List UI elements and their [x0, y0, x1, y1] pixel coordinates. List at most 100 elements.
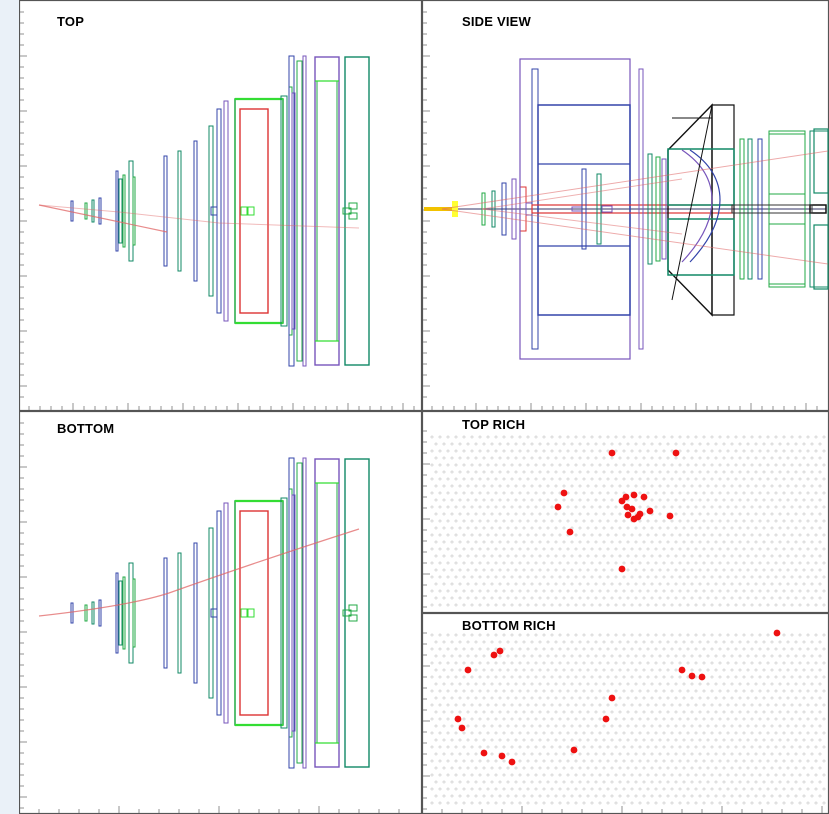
pmt-cell — [734, 633, 738, 637]
pmt-cell — [546, 484, 550, 488]
pmt-cell — [442, 526, 446, 530]
pmt-cell — [478, 647, 482, 651]
pmt-cell — [766, 463, 770, 467]
pmt-cell — [694, 661, 698, 665]
pmt-cell — [746, 596, 750, 600]
pmt-cell — [506, 442, 510, 446]
pmt-cell — [442, 554, 446, 558]
pmt-cell — [474, 696, 478, 700]
pmt-cell — [706, 780, 710, 784]
pmt-cell — [762, 582, 766, 586]
pmt-cell — [462, 745, 466, 749]
pmt-cell — [494, 731, 498, 735]
pmt-cell — [550, 661, 554, 665]
pmt-cell — [526, 477, 530, 481]
pmt-cell — [566, 717, 570, 721]
pmt-cell — [706, 582, 710, 586]
pmt-cell — [474, 682, 478, 686]
pmt-cell — [658, 498, 662, 502]
pmt-cell — [622, 661, 626, 665]
pmt-cell — [502, 575, 506, 579]
pmt-cell — [602, 484, 606, 488]
pmt-cell — [446, 449, 450, 453]
pmt-cell — [770, 794, 774, 798]
pmt-cell — [570, 654, 574, 658]
pmt-cell — [582, 731, 586, 735]
pmt-cell — [750, 575, 754, 579]
pmt-cell — [546, 526, 550, 530]
pmt-cell — [430, 787, 434, 791]
pmt-cell — [722, 568, 726, 572]
pmt-cell — [774, 449, 778, 453]
pmt-cell — [754, 682, 758, 686]
pmt-cell — [686, 435, 690, 439]
pmt-cell — [486, 689, 490, 693]
pmt-cell — [738, 456, 742, 460]
pmt-cell — [542, 561, 546, 565]
pmt-cell — [786, 794, 790, 798]
pmt-cell — [770, 696, 774, 700]
pmt-cell — [578, 484, 582, 488]
pmt-cell — [458, 498, 462, 502]
pmt-cell — [450, 596, 454, 600]
pmt-cell — [486, 661, 490, 665]
pmt-cell — [766, 477, 770, 481]
pmt-cell — [526, 745, 530, 749]
pmt-cell — [662, 505, 666, 509]
pmt-cell — [650, 582, 654, 586]
pmt-cell — [706, 724, 710, 728]
pmt-cell — [686, 647, 690, 651]
pmt-cell — [498, 526, 502, 530]
pmt-cell — [710, 449, 714, 453]
pmt-cell — [434, 710, 438, 714]
pmt-cell — [778, 540, 782, 544]
pmt-cell — [658, 568, 662, 572]
pmt-cell — [622, 575, 626, 579]
pmt-cell — [666, 442, 670, 446]
pmt-cell — [670, 647, 674, 651]
pmt-cell — [606, 689, 610, 693]
pmt-cell — [598, 547, 602, 551]
pmt-cell — [774, 703, 778, 707]
pmt-cell — [738, 498, 742, 502]
pmt-cell — [550, 505, 554, 509]
pmt-cell — [742, 449, 746, 453]
pmt-cell — [730, 442, 734, 446]
tracking-station — [132, 176, 136, 246]
pmt-cell — [446, 603, 450, 607]
top-rich-panel: TOP RICH — [422, 411, 829, 613]
pmt-cell — [562, 710, 566, 714]
pmt-cell — [458, 470, 462, 474]
pmt-cell — [514, 498, 518, 502]
pmt-cell — [686, 519, 690, 523]
pmt-cell — [442, 596, 446, 600]
pmt-cell — [606, 547, 610, 551]
pmt-cell — [502, 561, 506, 565]
pmt-cell — [750, 561, 754, 565]
pmt-cell — [494, 533, 498, 537]
tracking-station — [661, 158, 667, 260]
pmt-cell — [750, 477, 754, 481]
pmt-cell — [694, 533, 698, 537]
pmt-cell — [498, 738, 502, 742]
tracking-station — [118, 580, 123, 646]
pmt-cell — [442, 668, 446, 672]
pmt-cell — [782, 561, 786, 565]
pmt-cell — [610, 554, 614, 558]
pmt-cell — [642, 766, 646, 770]
pmt-cell — [574, 533, 578, 537]
pmt-cell — [770, 752, 774, 756]
pmt-cell — [774, 675, 778, 679]
pmt-cell — [822, 647, 826, 651]
pmt-cell — [538, 596, 542, 600]
pmt-cell — [510, 787, 514, 791]
pmt-cell — [550, 745, 554, 749]
pmt-cell — [598, 717, 602, 721]
pmt-cell — [454, 561, 458, 565]
pmt-cell — [450, 766, 454, 770]
pmt-cell — [606, 463, 610, 467]
pmt-cell — [534, 533, 538, 537]
pmt-cell — [598, 589, 602, 593]
pmt-cell — [534, 449, 538, 453]
pmt-cell — [630, 477, 634, 481]
